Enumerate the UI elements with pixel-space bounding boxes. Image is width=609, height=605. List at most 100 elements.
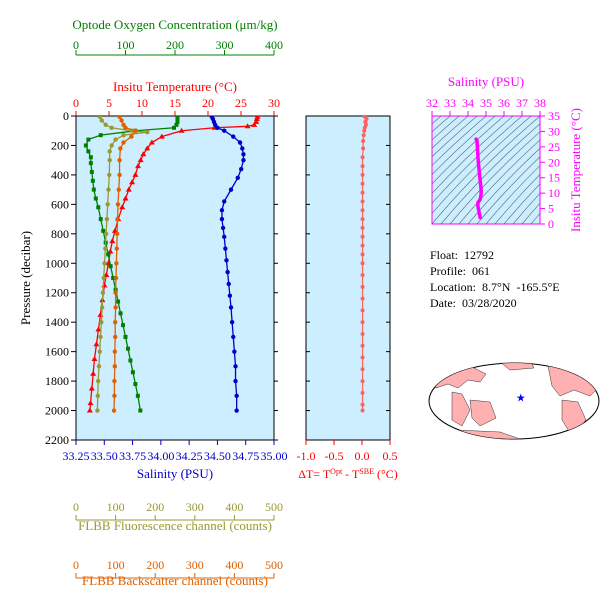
delta-t-point [362, 128, 367, 133]
backscatter-point [133, 128, 138, 133]
temperature-point [87, 400, 94, 406]
salinity-point [234, 393, 239, 399]
salinity-point [231, 134, 236, 139]
fluorescence-axis-title: FLBB Fluorescence channel (counts) [78, 518, 272, 533]
ts-line [474, 137, 483, 220]
fluorescence-point [99, 305, 105, 310]
fluorescence-point [95, 393, 100, 399]
ts-y-tick-label: 5 [548, 202, 554, 216]
ts-x-tick-label: 38 [534, 96, 546, 110]
isopycnal-line [558, 106, 609, 224]
delta-t-point [360, 190, 365, 195]
y-tick-label: 200 [51, 138, 69, 152]
delta-t-series [360, 114, 369, 413]
temperature-point [119, 204, 126, 210]
temperature-point [91, 356, 98, 361]
isopycnal-line [503, 183, 540, 224]
fluorescence-point [109, 125, 114, 130]
oxygen-point [138, 408, 143, 413]
delta-t-point [360, 217, 365, 222]
salinity-point [225, 269, 230, 275]
ts-y-tick-label: 35 [548, 109, 560, 123]
fluorescence-tick-label: 200 [146, 500, 164, 514]
ts-series [474, 137, 483, 220]
delta-t-point [360, 208, 365, 213]
backscatter-point [113, 275, 119, 281]
oxygen-point [175, 116, 180, 121]
delta-t-title-part: - T [342, 467, 360, 481]
temperature-tick-label: 30 [268, 96, 280, 110]
temperature-point [122, 195, 129, 201]
delta-t-point [360, 225, 365, 230]
oxygen-point [123, 334, 128, 339]
backscatter-point [123, 125, 128, 130]
backscatter-tick-label: 200 [146, 558, 164, 572]
delta-t-point [360, 355, 365, 360]
backscatter-point [112, 393, 117, 399]
salinity-point [226, 281, 231, 287]
oxygen-point [98, 133, 103, 138]
delta-t-title-part: (°C) [374, 467, 398, 481]
land-mass [451, 391, 471, 427]
backscatter-point [111, 408, 117, 413]
backscatter-point [118, 146, 123, 151]
oxygen-tick-label: 0 [73, 38, 79, 52]
temperature-point [251, 121, 258, 127]
delta-t-point [360, 199, 365, 204]
oxygen-point [88, 161, 93, 166]
salinity-point [235, 175, 240, 181]
delta-t-point [360, 172, 365, 177]
ts-x-tick-label: 32 [426, 96, 438, 110]
isopycnal-line [512, 192, 540, 224]
delta-t-point [361, 139, 366, 144]
delta-t-point [360, 331, 365, 336]
delta-t-title-part: ΔT= T [298, 467, 331, 481]
salinity-point [237, 140, 243, 145]
fluorescence-point [98, 334, 103, 340]
map-land [429, 363, 599, 439]
temperature-point [109, 238, 116, 244]
backscatter-point [117, 157, 122, 163]
isopycnal-line [432, 116, 523, 204]
float-location-marker: ★ [516, 391, 526, 404]
temperature-point [144, 145, 151, 151]
isopycnal-line [432, 116, 469, 149]
location-info-line: Location: 8.7°N -165.5°E [430, 280, 560, 295]
temperature-tick-label: 0 [73, 96, 79, 110]
fluorescence-point [105, 202, 110, 207]
backscatter-point [113, 305, 118, 310]
backscatter-tick-label: 300 [186, 558, 204, 572]
backscatter-point [112, 364, 118, 369]
backscatter-point [113, 319, 118, 325]
oxygen-point [96, 205, 101, 210]
temperature-point [129, 179, 136, 185]
salinity-tick-label: 33.50 [91, 449, 118, 463]
temperature-point [86, 407, 93, 413]
temperature-point [140, 151, 147, 157]
salinity-point [223, 246, 228, 251]
fluorescence-point [106, 187, 111, 192]
salinity-point [234, 408, 239, 413]
oxygen-point [98, 217, 103, 222]
oxygen-point [101, 228, 106, 233]
oxygen-point [172, 125, 177, 130]
y-tick-label: 2200 [45, 433, 69, 447]
salinity-point [240, 146, 245, 151]
delta-t-point [360, 273, 365, 278]
delta-t-point [360, 390, 365, 395]
backscatter-point [117, 172, 122, 178]
backscatter-point [113, 334, 118, 340]
ts-y-tick-label: 15 [548, 171, 560, 185]
ts-plot-area [431, 115, 541, 225]
temperature-point [132, 171, 139, 177]
date-label: Date: [430, 296, 456, 310]
salinity-tick-label: 33.25 [63, 449, 90, 463]
oxygen-point [86, 137, 91, 142]
backscatter-point [112, 378, 117, 384]
fluorescence-point [107, 149, 112, 154]
fluorescence-point [101, 275, 106, 281]
salinity-series [209, 116, 246, 413]
delta-t-point [360, 234, 365, 239]
fluorescence-point [100, 290, 106, 295]
date-value: 03/28/2020 [462, 296, 517, 310]
